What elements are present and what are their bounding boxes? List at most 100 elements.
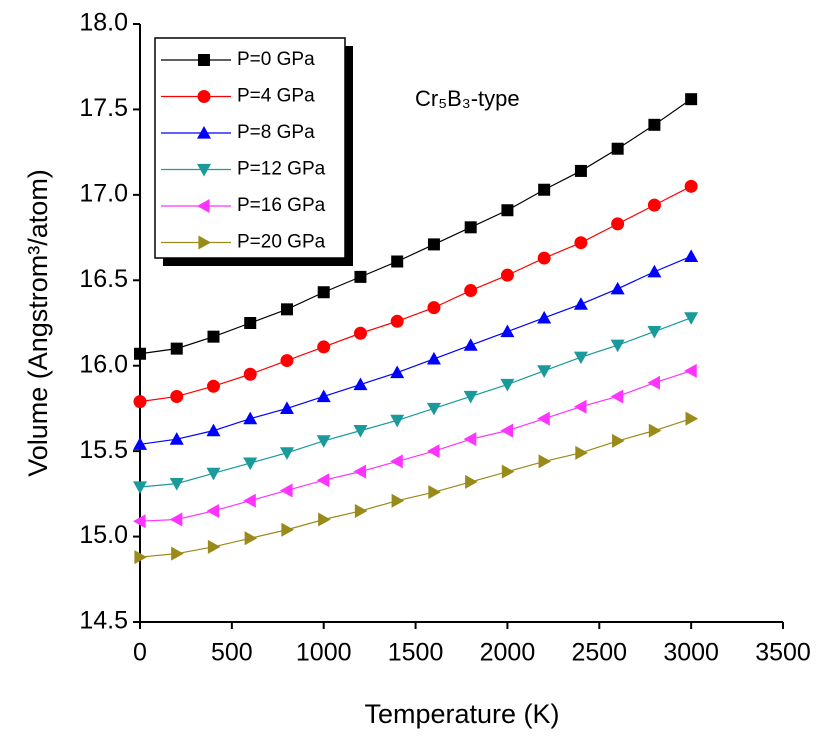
marker	[500, 268, 514, 282]
legend-label: P=16 GPa	[237, 195, 326, 216]
marker	[279, 483, 293, 498]
marker	[197, 126, 211, 139]
legend-box	[154, 37, 346, 259]
marker	[611, 217, 625, 231]
marker	[573, 399, 587, 414]
marker	[207, 330, 220, 343]
marker	[685, 93, 698, 106]
marker	[390, 454, 403, 469]
marker	[647, 325, 662, 339]
marker	[390, 365, 405, 379]
marker	[427, 238, 440, 251]
x-tick-label: 0	[133, 639, 147, 667]
series-line	[139, 370, 692, 522]
x-tick-label: 1500	[388, 639, 444, 667]
marker	[611, 142, 624, 155]
marker	[463, 432, 477, 447]
marker	[206, 467, 221, 481]
marker	[463, 390, 478, 404]
marker	[428, 485, 441, 500]
marker	[684, 363, 697, 378]
legend-label: P=20 GPa	[237, 232, 326, 253]
marker	[647, 198, 661, 212]
marker	[353, 425, 368, 438]
marker	[391, 255, 404, 268]
marker	[610, 281, 625, 295]
marker	[354, 270, 367, 283]
marker	[537, 365, 552, 378]
marker	[501, 464, 515, 479]
series-line	[139, 317, 692, 488]
marker	[647, 375, 660, 390]
marker	[316, 473, 330, 488]
marker	[317, 286, 330, 299]
marker	[501, 204, 514, 217]
y-tick-label: 15.0	[79, 521, 128, 549]
marker	[316, 435, 331, 448]
marker	[353, 326, 367, 340]
marker	[573, 351, 588, 365]
series-line	[139, 185, 692, 403]
marker	[133, 395, 147, 409]
marker	[243, 367, 257, 381]
marker	[134, 347, 146, 360]
marker	[353, 464, 367, 479]
series-line	[139, 98, 692, 355]
marker	[390, 314, 404, 328]
marker	[684, 249, 699, 262]
marker	[197, 199, 210, 213]
marker	[317, 340, 331, 354]
legend-label: P=4 GPa	[237, 86, 315, 107]
marker	[538, 454, 552, 469]
marker	[537, 411, 550, 426]
x-tick-label: 2000	[480, 639, 536, 667]
marker	[280, 354, 294, 368]
x-tick-label: 1000	[296, 639, 352, 667]
marker	[244, 531, 258, 546]
x-tick-label: 3000	[663, 639, 719, 667]
y-tick-label: 17.0	[79, 179, 128, 207]
marker	[537, 310, 552, 324]
marker	[612, 433, 625, 448]
marker	[500, 324, 515, 338]
marker	[353, 377, 368, 391]
marker	[318, 512, 331, 527]
marker	[573, 297, 588, 310]
marker	[684, 179, 698, 193]
marker	[575, 445, 588, 460]
marker	[354, 503, 368, 518]
series-line	[139, 255, 692, 445]
y-tick-label: 16.0	[79, 350, 128, 378]
marker	[537, 251, 551, 265]
y-axis-label: Volume (Angstrom³/atom)	[23, 169, 53, 477]
marker	[648, 423, 662, 438]
legend-label: P=12 GPa	[237, 159, 326, 180]
marker	[538, 183, 551, 196]
y-tick-label: 17.5	[79, 94, 128, 122]
marker	[316, 389, 331, 403]
marker	[133, 514, 146, 529]
marker	[206, 423, 221, 437]
marker	[427, 301, 441, 315]
marker	[243, 493, 256, 508]
legend-label: P=0 GPa	[237, 49, 315, 70]
marker	[134, 550, 147, 565]
marker	[426, 444, 440, 459]
x-axis-label: Temperature (K)	[364, 699, 559, 729]
marker	[197, 163, 211, 177]
x-tick-label: 500	[211, 639, 253, 667]
marker	[169, 512, 183, 527]
marker	[170, 389, 184, 403]
marker	[648, 118, 661, 131]
annotation: Cr₅B₃-type	[415, 86, 520, 111]
marker	[169, 432, 184, 445]
marker	[206, 503, 220, 518]
marker	[198, 235, 211, 250]
y-tick-label: 16.5	[79, 265, 128, 293]
y-tick-label: 15.5	[79, 436, 128, 464]
x-tick-label: 2500	[571, 639, 627, 667]
marker	[206, 379, 220, 393]
marker	[280, 303, 293, 316]
marker	[684, 312, 699, 325]
series-line	[139, 418, 692, 558]
